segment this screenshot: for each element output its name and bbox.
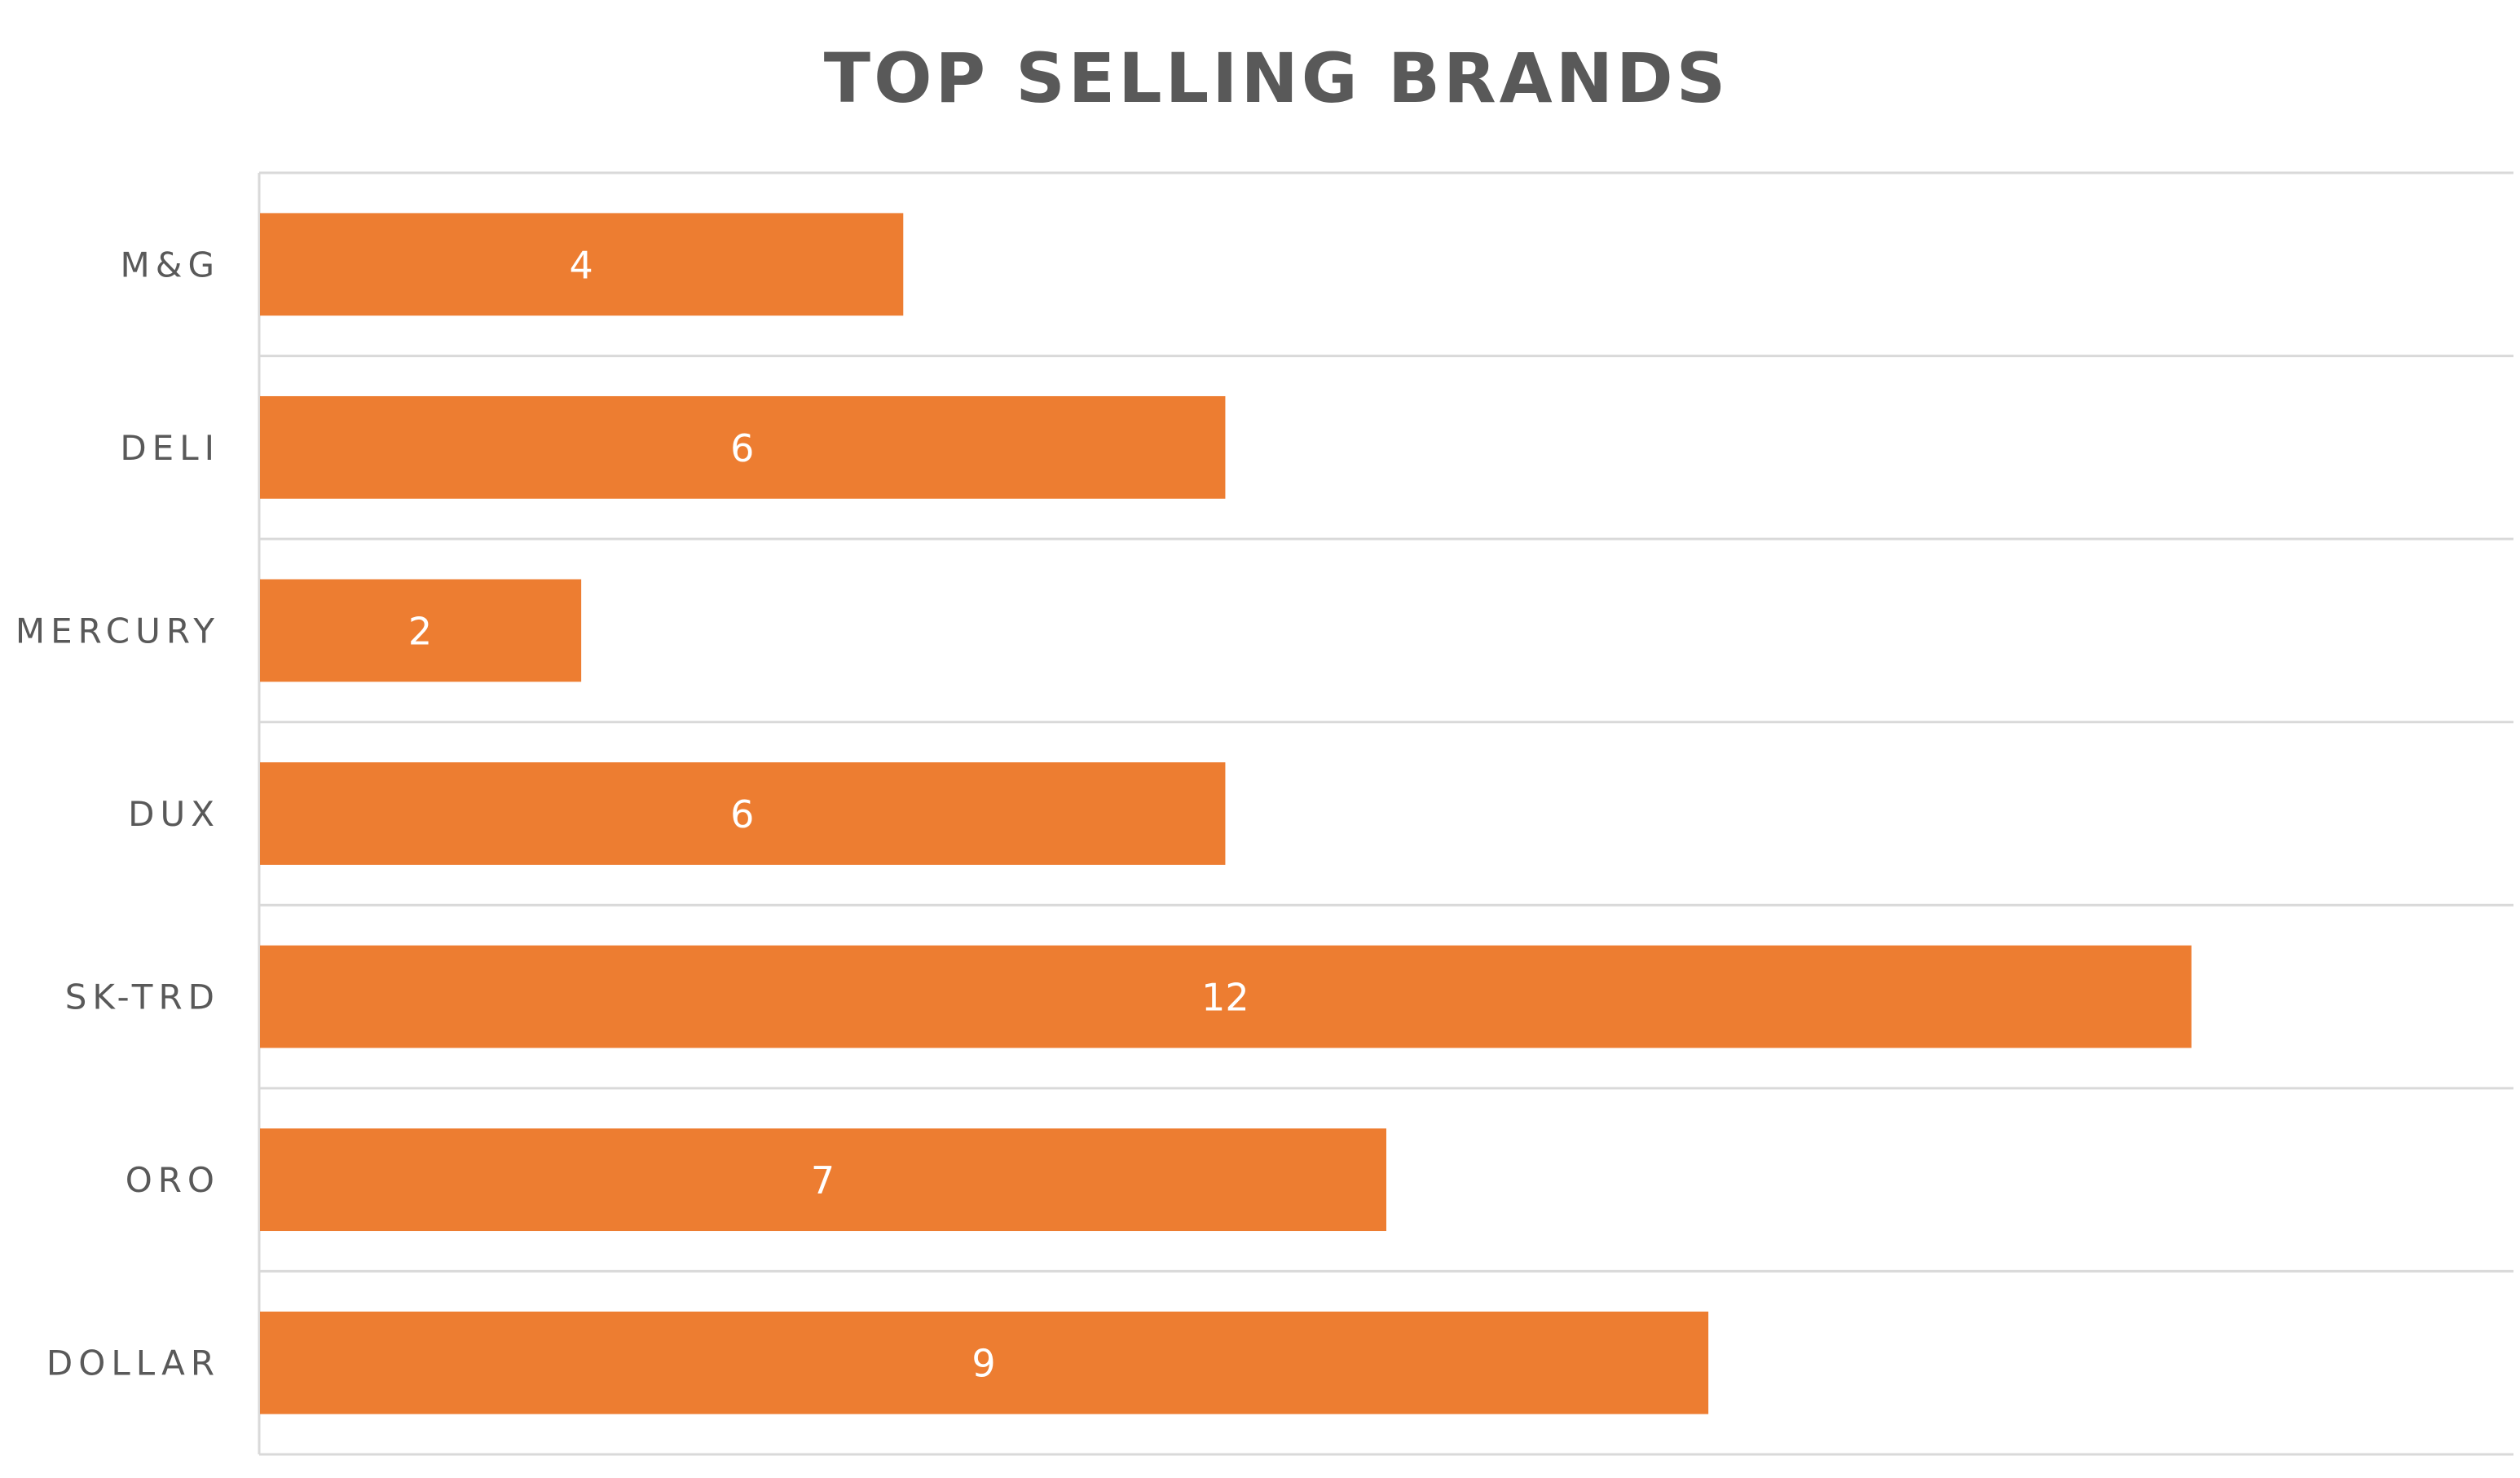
gridlines: [258, 171, 2513, 1456]
bar: [260, 945, 2192, 1048]
category-label: DOLLAR: [46, 1343, 220, 1383]
data-label: 6: [730, 792, 754, 836]
bar: [260, 579, 582, 682]
bars: [260, 213, 2192, 1414]
bar: [260, 395, 1226, 499]
data-label: 9: [971, 1342, 995, 1386]
data-label: 2: [408, 609, 432, 653]
category-label: DUX: [128, 794, 220, 834]
category-labels: M&G DELI MERCURY DUX SK-TRD ORO DOLLAR: [15, 245, 220, 1383]
data-label: 7: [811, 1158, 835, 1202]
data-label: 4: [570, 243, 593, 287]
category-label: M&G: [120, 245, 220, 285]
bar: [260, 213, 904, 316]
category-label: DELI: [120, 428, 220, 468]
category-label: ORO: [126, 1160, 220, 1200]
bar: [260, 762, 1226, 865]
chart-title: TOP SELLING BRANDS: [824, 38, 1729, 118]
bar: [260, 1128, 1386, 1232]
category-label: MERCURY: [15, 611, 220, 651]
data-label: 12: [1201, 976, 1249, 1020]
data-label: 6: [730, 426, 754, 470]
category-label: SK-TRD: [65, 977, 220, 1017]
data-labels: 4 6 2 6 12 7 9: [408, 243, 1249, 1385]
bar: [260, 1311, 1709, 1414]
